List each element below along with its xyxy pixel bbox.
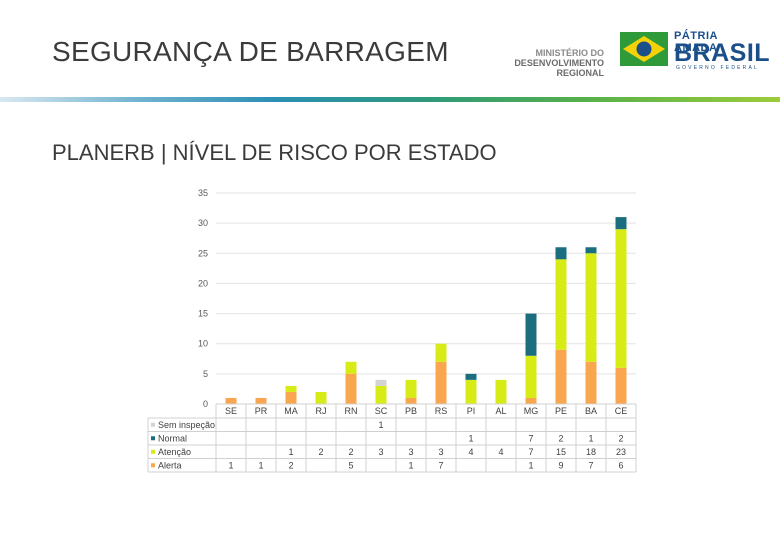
bar-segment	[285, 385, 297, 392]
y-tick-label: 25	[198, 248, 208, 258]
bar-segment	[375, 385, 387, 404]
table-cell-value: 7	[438, 460, 443, 470]
y-tick-label: 5	[203, 369, 208, 379]
legend-swatch	[151, 436, 155, 441]
bar-segment	[255, 397, 267, 404]
table-cell-value: 1	[588, 433, 593, 443]
x-tick-label: AL	[495, 406, 506, 416]
table-cell-value: 3	[378, 447, 383, 457]
ministry-label: MINISTÉRIO DO DESENVOLVIMENTO REGIONAL	[476, 48, 604, 78]
logo-line-2: BRASIL	[674, 39, 771, 67]
y-tick-label: 0	[203, 399, 208, 409]
y-tick-label: 35	[198, 188, 208, 198]
table-cell-value: 2	[288, 460, 293, 470]
table-cell-value: 2	[318, 447, 323, 457]
x-tick-label: RN	[345, 406, 358, 416]
table-cell-value: 2	[618, 433, 623, 443]
table-cell-value: 7	[588, 460, 593, 470]
table-cell-value: 7	[528, 447, 533, 457]
table-cell-value: 2	[558, 433, 563, 443]
legend-entry: Atenção	[158, 447, 191, 457]
bar-segment	[585, 361, 597, 404]
x-tick-label: MG	[524, 406, 539, 416]
flag-icon	[620, 32, 668, 66]
table-cell-value: 1	[468, 433, 473, 443]
bar-segment	[525, 313, 537, 356]
bar-segment	[555, 247, 567, 260]
x-tick-label: RS	[435, 406, 448, 416]
bar-segment	[615, 229, 627, 368]
bar-segment	[285, 391, 297, 404]
chart-title: PLANERB | NÍVEL DE RISCO POR ESTADO	[52, 140, 497, 165]
y-tick-label: 30	[198, 218, 208, 228]
bar-segment	[585, 247, 597, 254]
bar-segment	[405, 379, 417, 398]
table-cell-value: 3	[408, 447, 413, 457]
bar-segment	[435, 361, 447, 404]
x-tick-label: SC	[375, 406, 388, 416]
bar-segment	[225, 397, 237, 404]
legend-entry: Alerta	[158, 460, 182, 470]
bar-segment	[345, 361, 357, 374]
legend-entry: Normal	[158, 433, 187, 443]
table-cell-value: 1	[528, 460, 533, 470]
table-cell-value: 1	[258, 460, 263, 470]
bar-segment	[375, 379, 387, 386]
bar-segment	[495, 379, 507, 404]
bar-segment	[315, 391, 327, 404]
brasil-logo: PÁTRIA AMADA BRASIL GOVERNO FEDERAL	[620, 30, 770, 72]
x-tick-label: PI	[467, 406, 476, 416]
x-tick-label: PR	[255, 406, 268, 416]
table-cell-value: 7	[528, 433, 533, 443]
bar-segment	[435, 343, 447, 362]
table-cell-value: 1	[408, 460, 413, 470]
ministry-line-2: DESENVOLVIMENTO REGIONAL	[514, 58, 604, 78]
table-cell-value: 3	[438, 447, 443, 457]
table-cell-value: 4	[498, 447, 503, 457]
legend-swatch	[151, 422, 155, 427]
y-tick-label: 15	[198, 309, 208, 319]
y-tick-label: 10	[198, 339, 208, 349]
bar-segment	[465, 379, 477, 404]
table-cell-value: 1	[288, 447, 293, 457]
header-divider	[0, 97, 780, 102]
table-cell-value: 9	[558, 460, 563, 470]
table-cell-value: 6	[618, 460, 623, 470]
table-cell-value: 4	[468, 447, 473, 457]
bar-segment	[345, 373, 357, 404]
x-tick-label: RJ	[316, 406, 327, 416]
bar-segment	[405, 397, 417, 404]
legend-swatch	[151, 463, 155, 468]
bar-segment	[585, 253, 597, 362]
y-tick-label: 20	[198, 278, 208, 288]
table-cell-value: 2	[348, 447, 353, 457]
bar-segment	[615, 217, 627, 230]
table-cell-value: 18	[586, 447, 596, 457]
table-cell-value: 15	[556, 447, 566, 457]
bar-segment	[555, 259, 567, 350]
bar-segment	[615, 367, 627, 404]
bar-segment	[555, 349, 567, 404]
table-cell-value: 5	[348, 460, 353, 470]
x-tick-label: BA	[585, 406, 597, 416]
logo-line-3: GOVERNO FEDERAL	[676, 65, 760, 71]
x-tick-label: MA	[284, 406, 298, 416]
bar-segment	[525, 355, 537, 398]
x-tick-label: SE	[225, 406, 237, 416]
header-title: SEGURANÇA DE BARRAGEM	[52, 36, 449, 67]
x-tick-label: PE	[555, 406, 567, 416]
bar-segment	[465, 373, 477, 380]
logo-line-1: PÁTRIA AMADA	[674, 30, 718, 54]
table-cell-value: 1	[228, 460, 233, 470]
legend-entry: Sem inspeção	[158, 420, 215, 430]
table-cell-value: 23	[616, 447, 626, 457]
bar-segment	[525, 397, 537, 404]
table-cell-value: 1	[378, 420, 383, 430]
x-tick-label: CE	[615, 406, 628, 416]
legend-swatch	[151, 449, 155, 454]
ministry-line-1: MINISTÉRIO DO	[535, 48, 604, 58]
x-tick-label: PB	[405, 406, 417, 416]
